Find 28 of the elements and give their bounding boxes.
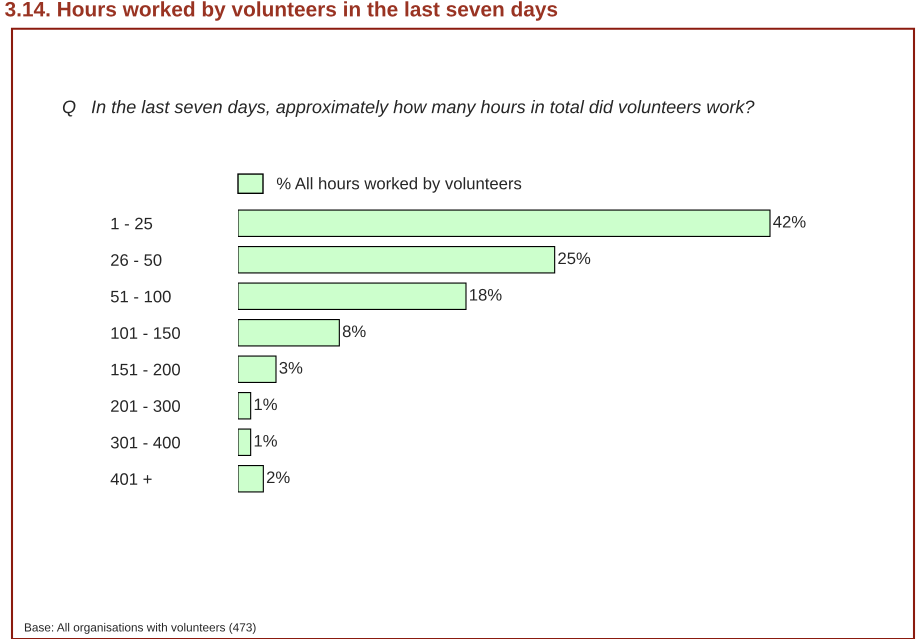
data-label: 2% <box>266 471 290 484</box>
y-tick-label: 201 - 300 <box>111 400 180 412</box>
bar <box>238 356 277 383</box>
chart-title: 3.14. Hours worked by volunteers in the last seven days <box>5 1 558 21</box>
y-tick-label: 1 - 25 <box>111 218 152 230</box>
data-label: 25% <box>558 252 590 264</box>
legend-label: % All hours worked by volunteers <box>276 177 522 193</box>
y-tick-label: 151 - 200 <box>111 364 180 376</box>
y-tick-label: 401 + <box>110 473 152 485</box>
bar <box>238 465 264 492</box>
y-tick-label: 301 - 400 <box>110 436 180 448</box>
bar <box>238 282 467 310</box>
y-tick-label: 26 - 50 <box>111 254 162 266</box>
data-label: 3% <box>279 362 302 374</box>
bar <box>238 246 556 274</box>
data-label: 1% <box>254 434 277 447</box>
data-label: 42% <box>773 216 806 228</box>
bar <box>238 210 771 237</box>
chart-subtitle: Q In the last seven days, approximately how many hours in total did volunteers work? <box>62 100 754 117</box>
bar <box>238 428 252 456</box>
bar <box>238 319 340 346</box>
text: Base: All organisations with volunteers (473) <box>24 622 256 634</box>
data-label: 8% <box>342 325 366 338</box>
y-tick-label: 51 - 100 <box>110 290 171 302</box>
data-label: 1% <box>254 398 277 410</box>
bar <box>238 392 252 420</box>
y-tick-label: 101 - 150 <box>111 327 180 339</box>
data-label: 18% <box>470 288 502 301</box>
